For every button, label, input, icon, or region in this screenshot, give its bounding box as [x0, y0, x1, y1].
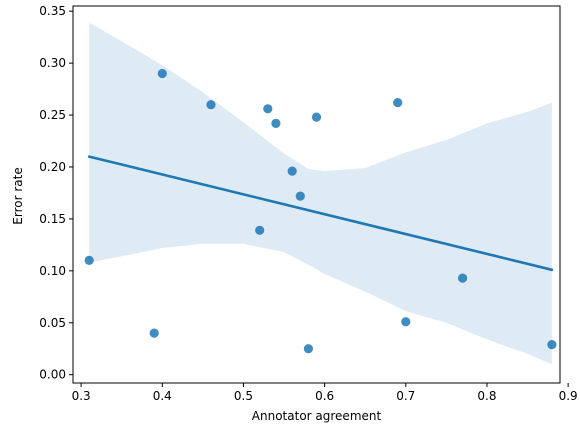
x-tick-label: 0.3	[72, 389, 91, 403]
plot-frame	[72, 5, 561, 384]
data-point	[206, 100, 216, 110]
y-tick-label: 0.00	[39, 368, 66, 382]
data-point	[84, 255, 94, 265]
data-point	[263, 104, 273, 114]
x-tick-label: 0.6	[315, 389, 334, 403]
data-point	[255, 225, 265, 235]
data-point	[157, 68, 167, 79]
y-axis-label: Error rate	[11, 167, 25, 224]
data-point	[149, 328, 159, 338]
y-tick-label: 0.15	[39, 212, 66, 226]
regression-line	[87, 155, 554, 272]
confidence-band	[89, 22, 552, 365]
data-point	[303, 344, 313, 354]
x-tick-label: 0.7	[396, 389, 415, 403]
data-point	[311, 112, 322, 122]
x-tick-label: 0.5	[234, 389, 253, 403]
data-point	[393, 98, 403, 108]
x-tick-label: 0.8	[477, 389, 496, 403]
data-point	[547, 340, 557, 350]
data-point	[271, 118, 281, 128]
data-point	[458, 273, 468, 283]
data-point	[287, 166, 297, 176]
y-tick-label: 0.30	[39, 56, 66, 70]
x-tick-label: 0.9	[559, 389, 578, 403]
y-tick-label: 0.10	[39, 264, 66, 278]
data-point	[401, 317, 411, 327]
y-tick-label: 0.05	[39, 316, 66, 330]
y-tick-label: 0.35	[39, 4, 66, 18]
x-axis-label: Annotator agreement	[252, 409, 382, 423]
y-tick-label: 0.25	[39, 108, 66, 122]
data-point	[295, 191, 305, 201]
x-tick-label: 0.4	[153, 389, 172, 403]
y-tick-label: 0.20	[39, 160, 66, 174]
